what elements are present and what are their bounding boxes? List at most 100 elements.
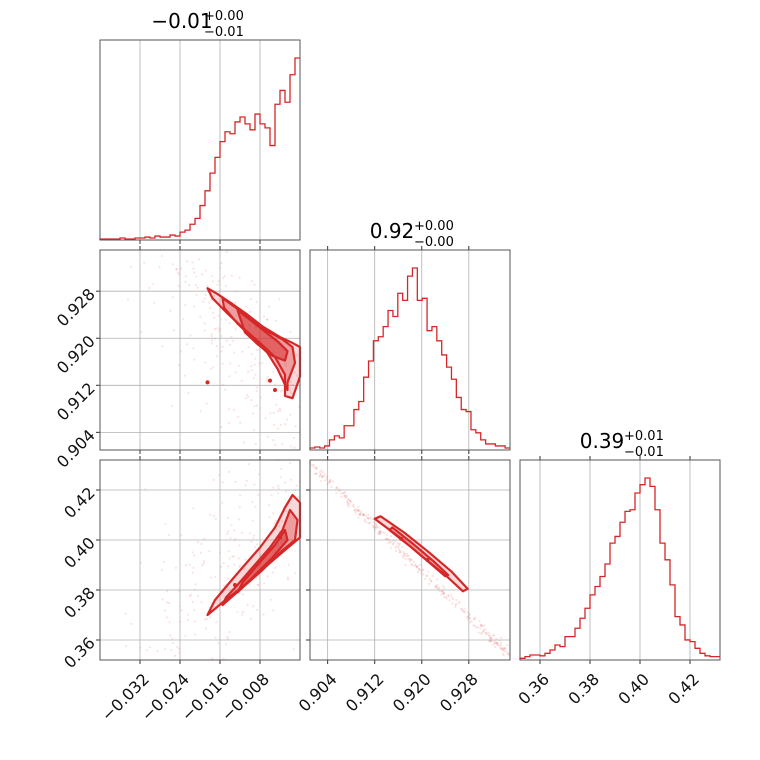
sample-point [184, 275, 187, 278]
sample-point [210, 299, 213, 302]
label-layer: −0.01+0.00−0.010.92 +0.00−0.000.39 +0.01−0… [53, 9, 703, 725]
sample-point [226, 637, 230, 640]
sample-point [480, 632, 483, 635]
sample-point [211, 657, 214, 660]
sample-point [322, 475, 325, 478]
title-2: 0.39 [580, 429, 625, 453]
sample-point [449, 593, 452, 596]
sample-point [280, 467, 283, 470]
sample-point [277, 487, 280, 490]
sample-point [262, 613, 265, 616]
sample-point [130, 622, 133, 626]
sample-point [377, 532, 380, 536]
sample-point [404, 557, 407, 561]
sample-point [346, 503, 349, 506]
sample-point [250, 280, 254, 283]
sample-point [346, 501, 349, 504]
sample-point [215, 327, 218, 330]
sample-point [436, 587, 439, 590]
sample-point [354, 511, 357, 514]
sample-point [395, 550, 398, 553]
sample-point [217, 280, 220, 283]
sample-point [487, 632, 490, 635]
sample-point [209, 306, 212, 309]
sample-point [284, 364, 288, 367]
sample-point [489, 640, 492, 643]
sample-point [321, 474, 324, 477]
histogram-2 [519, 477, 720, 660]
outlier-point [425, 558, 430, 562]
sample-point [231, 555, 234, 558]
sample-point [164, 609, 167, 612]
sample-point [272, 439, 275, 442]
sample-point [200, 542, 203, 546]
sample-point [323, 473, 326, 476]
sample-point [379, 530, 382, 533]
sample-point [224, 284, 227, 287]
sample-point [234, 371, 237, 374]
err-plus-2: +0.01 [624, 429, 664, 444]
x-ticklabel: 0.40 [614, 670, 653, 709]
sample-point [414, 563, 417, 566]
sample-point [451, 598, 454, 601]
sample-point [253, 405, 256, 408]
sample-point [252, 412, 255, 415]
sample-point [238, 565, 241, 569]
sample-point [507, 652, 510, 656]
sample-point [407, 554, 410, 557]
sample-point [177, 364, 181, 367]
sample-point [188, 563, 191, 566]
sample-point [344, 491, 347, 494]
sample-point [409, 558, 413, 561]
sample-point [194, 283, 197, 287]
sample-point [228, 375, 231, 378]
sample-point [241, 350, 244, 353]
histogram-1 [309, 267, 510, 450]
sample-point [194, 633, 197, 636]
sample-point [250, 365, 253, 368]
sample-point [171, 296, 174, 299]
sample-point [461, 609, 464, 612]
sample-point [478, 619, 481, 623]
sample-point [311, 464, 314, 467]
sample-point [208, 513, 211, 516]
sample-point [191, 261, 194, 264]
sample-point [484, 628, 487, 631]
sample-point [496, 643, 499, 646]
sample-point [246, 603, 249, 606]
sample-point [289, 445, 292, 448]
sample-point [358, 510, 361, 513]
sample-point [500, 641, 503, 645]
sample-point [473, 624, 477, 628]
sample-point [495, 642, 498, 645]
sample-point [192, 347, 195, 350]
sample-point [351, 504, 354, 507]
sample-point [272, 571, 275, 574]
sample-point [427, 582, 431, 586]
sample-point [175, 268, 178, 271]
sample-point [354, 508, 357, 511]
sample-point [230, 335, 233, 338]
sample-point [269, 412, 272, 415]
y-ticklabel: 0.38 [60, 583, 99, 622]
sample-point [220, 425, 223, 429]
sample-point [163, 560, 166, 563]
sample-point [388, 540, 391, 543]
sample-point [409, 560, 412, 563]
sample-point [392, 542, 395, 545]
sample-point [249, 617, 252, 620]
sample-point [196, 541, 199, 544]
sample-point [204, 618, 207, 621]
sample-point [343, 492, 346, 495]
sample-point [425, 574, 428, 577]
sample-point [476, 625, 479, 629]
sample-point [424, 577, 427, 581]
sample-point [234, 480, 237, 483]
sample-point [129, 265, 132, 268]
sample-point [203, 329, 206, 332]
sample-point [361, 513, 364, 516]
sample-point [283, 481, 286, 484]
sample-point [318, 471, 322, 474]
sample-point [401, 546, 404, 549]
sample-point [335, 486, 338, 489]
